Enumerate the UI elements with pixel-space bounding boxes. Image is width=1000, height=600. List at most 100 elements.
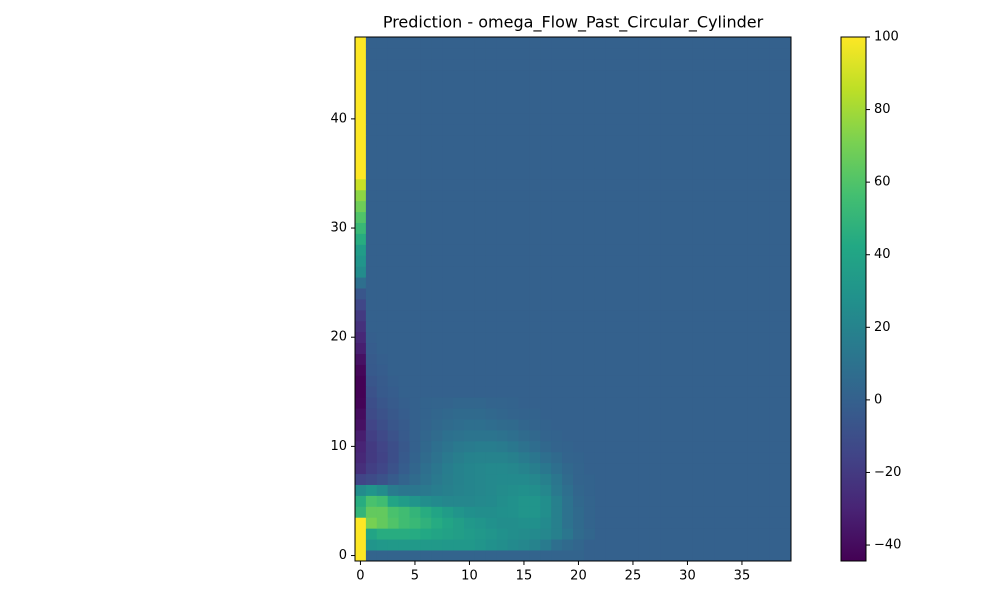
cell	[518, 168, 530, 180]
cell	[507, 451, 519, 464]
cell	[692, 135, 705, 147]
cell	[355, 353, 367, 365]
cell	[627, 462, 639, 475]
cell	[747, 69, 759, 82]
cell	[703, 320, 716, 333]
cell	[507, 342, 519, 354]
cell	[442, 462, 454, 475]
cell	[747, 157, 759, 169]
cell	[780, 309, 792, 322]
cell	[736, 124, 748, 136]
cell	[758, 517, 770, 529]
cell	[758, 539, 770, 551]
cell	[725, 506, 737, 518]
cell	[616, 168, 628, 180]
cell	[703, 222, 716, 234]
cell	[355, 528, 367, 540]
cell	[551, 277, 563, 289]
cell	[464, 91, 476, 103]
cell	[562, 451, 574, 464]
cell	[703, 408, 716, 420]
cell	[692, 80, 705, 92]
cell	[485, 288, 498, 300]
cell	[638, 539, 650, 551]
cell	[442, 124, 454, 136]
cell	[747, 233, 759, 245]
cell	[671, 288, 683, 300]
cell	[769, 353, 781, 365]
cell	[464, 528, 476, 540]
cell	[616, 462, 628, 475]
cell	[758, 80, 770, 92]
cell	[616, 375, 628, 387]
cell	[442, 37, 454, 49]
cell	[725, 211, 737, 223]
cell	[485, 266, 498, 278]
cell	[594, 408, 607, 420]
cell	[507, 331, 519, 344]
cell	[355, 80, 367, 92]
cell	[431, 277, 443, 289]
cell	[376, 211, 389, 223]
cell	[551, 37, 563, 49]
cell	[365, 288, 378, 300]
cell	[692, 473, 705, 485]
cell	[551, 462, 563, 475]
cell	[376, 222, 389, 234]
cell	[692, 168, 705, 180]
cell	[420, 299, 432, 311]
cell	[725, 430, 737, 442]
cell	[398, 331, 410, 344]
cell	[464, 462, 476, 475]
cell	[453, 157, 465, 169]
cell	[747, 528, 759, 540]
cell	[431, 157, 443, 169]
cell	[365, 266, 378, 278]
cell	[507, 539, 519, 551]
cell	[355, 168, 367, 180]
cell	[758, 495, 770, 507]
cell	[529, 135, 541, 147]
cell	[453, 320, 465, 333]
cell	[627, 91, 639, 103]
cell	[453, 37, 465, 49]
cell	[453, 288, 465, 300]
cell	[583, 506, 596, 518]
cell	[583, 80, 596, 92]
cell	[540, 375, 552, 387]
cell	[387, 320, 399, 333]
cell	[758, 113, 770, 125]
cell	[736, 91, 748, 103]
cell	[485, 102, 498, 114]
cell	[638, 244, 650, 256]
cell	[725, 451, 737, 464]
cell	[583, 473, 596, 485]
cell	[583, 200, 596, 213]
cell	[496, 233, 508, 245]
cell	[518, 495, 530, 507]
cell	[660, 80, 672, 92]
cell	[540, 277, 552, 289]
x-tick-label: 0	[356, 569, 364, 584]
cell	[638, 80, 650, 92]
cell	[398, 255, 410, 267]
cell	[594, 309, 607, 322]
cell	[736, 113, 748, 125]
cell	[518, 462, 530, 475]
cell	[725, 277, 737, 289]
cell	[453, 484, 465, 496]
cell	[474, 364, 487, 376]
cell	[616, 47, 628, 60]
cell	[496, 320, 508, 333]
cell	[474, 539, 487, 551]
cell	[682, 440, 694, 453]
cell	[573, 353, 585, 365]
cell	[562, 342, 574, 354]
cell	[605, 178, 617, 191]
cell	[387, 375, 399, 387]
cell	[420, 124, 432, 136]
cell	[638, 47, 650, 60]
cell	[736, 47, 748, 60]
cell	[376, 47, 389, 60]
cell	[376, 146, 389, 158]
